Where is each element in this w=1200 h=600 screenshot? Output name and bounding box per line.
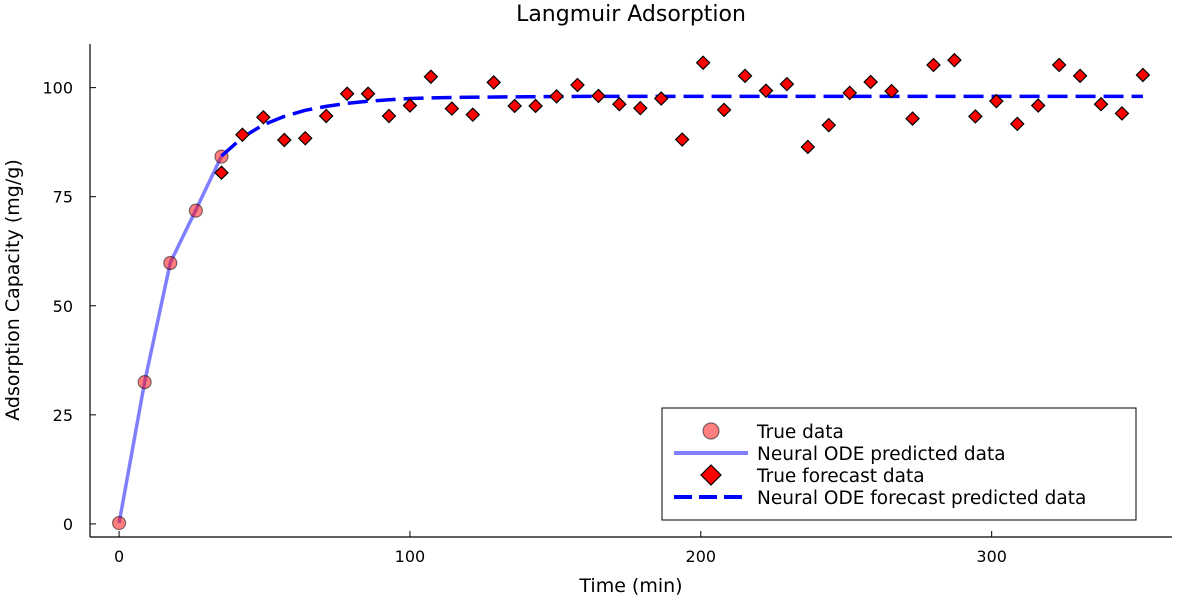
forecast-data-point [214, 165, 229, 181]
forecast-data-point [800, 139, 816, 155]
forecast-data-point [632, 100, 648, 116]
forecast-data-point [528, 98, 543, 114]
y-axis-label: Adsorption Capacity (mg/g) [2, 159, 24, 420]
y-tick-label: 0 [63, 515, 73, 534]
true-data-point [188, 203, 203, 218]
forecast-data-point [884, 83, 899, 99]
legend-predicted-label: Neural ODE predicted data [757, 444, 1006, 465]
forecast-data-point [1135, 67, 1151, 83]
forecast-data-point [444, 101, 460, 116]
chart-title: Langmuir Adsorption [516, 2, 746, 27]
forecast-data-point [486, 75, 502, 90]
legend-forecast-marker [700, 464, 722, 486]
forecast-data-point [402, 98, 418, 113]
true-data-point [163, 255, 178, 271]
x-tick-label: 300 [976, 547, 1007, 566]
legend-true-data-marker [702, 422, 720, 440]
forecast-data-point [570, 77, 585, 93]
x-axis-label: Time (min) [578, 575, 682, 597]
forecast-data-point [339, 86, 355, 102]
forecast-data-point [821, 117, 837, 133]
plot-area [111, 52, 1151, 531]
x-tick-label: 200 [686, 547, 717, 566]
forecast-data-point [863, 74, 879, 90]
legend: True data Neural ODE predicted data True… [661, 407, 1137, 521]
forecast-data-point [988, 93, 1004, 109]
forecast-data-point [653, 91, 669, 106]
legend-forecast-label: True forecast data [756, 466, 925, 487]
legend-box [661, 407, 1137, 521]
forecast-data-point [360, 86, 376, 102]
true-data-point [111, 515, 127, 531]
forecast-data-point [779, 76, 795, 92]
forecast-data-point [1009, 116, 1025, 132]
forecast-data-point [695, 55, 711, 71]
legend-forecast-predicted-label: Neural ODE forecast predicted data [757, 488, 1086, 509]
forecast-data-point [465, 107, 481, 123]
forecast-data-point [905, 111, 920, 126]
forecast-data-point [612, 96, 627, 112]
forecast-data-point [758, 83, 774, 99]
forecast-data-point [926, 57, 941, 73]
forecast-data-point [381, 108, 397, 124]
forecast-data-point [1114, 106, 1130, 121]
forecast-data-point [591, 88, 606, 104]
x-tick-label: 100 [395, 547, 426, 566]
forecast-data-point [737, 68, 753, 84]
y-tick-label: 25 [53, 406, 73, 425]
forecast-data-point [947, 52, 962, 68]
forecast-data-point [276, 132, 292, 148]
y-tick-label: 50 [53, 297, 73, 316]
forecast-data-point [297, 130, 313, 146]
y-tick-label: 75 [53, 188, 73, 207]
true-data-point [137, 375, 152, 390]
forecast-data-point [507, 98, 523, 114]
forecast-data-point [968, 109, 983, 124]
forecast-data-point [1093, 96, 1109, 112]
forecast-data-point [842, 85, 858, 101]
forecast-data-point [1072, 68, 1088, 84]
forecast-data-point [256, 109, 271, 125]
forecast-predicted-series-line [220, 94, 1143, 158]
x-tick-label: 0 [114, 547, 124, 566]
forecast-data-point [549, 89, 564, 104]
legend-true-data-label: True data [756, 422, 844, 443]
forecast-data-point [674, 132, 690, 147]
forecast-data-point [235, 127, 250, 143]
y-ticks: 0 25 50 75 100 [42, 79, 96, 534]
forecast-data-point [1030, 98, 1046, 113]
y-tick-label: 100 [42, 79, 73, 98]
forecast-data-point [716, 102, 732, 118]
forecast-data-point [1051, 57, 1067, 73]
predicted-series-line [117, 155, 224, 524]
forecast-data-point [318, 108, 334, 124]
x-ticks: 0 100 200 300 [114, 531, 1007, 566]
forecast-data-point [423, 69, 439, 85]
